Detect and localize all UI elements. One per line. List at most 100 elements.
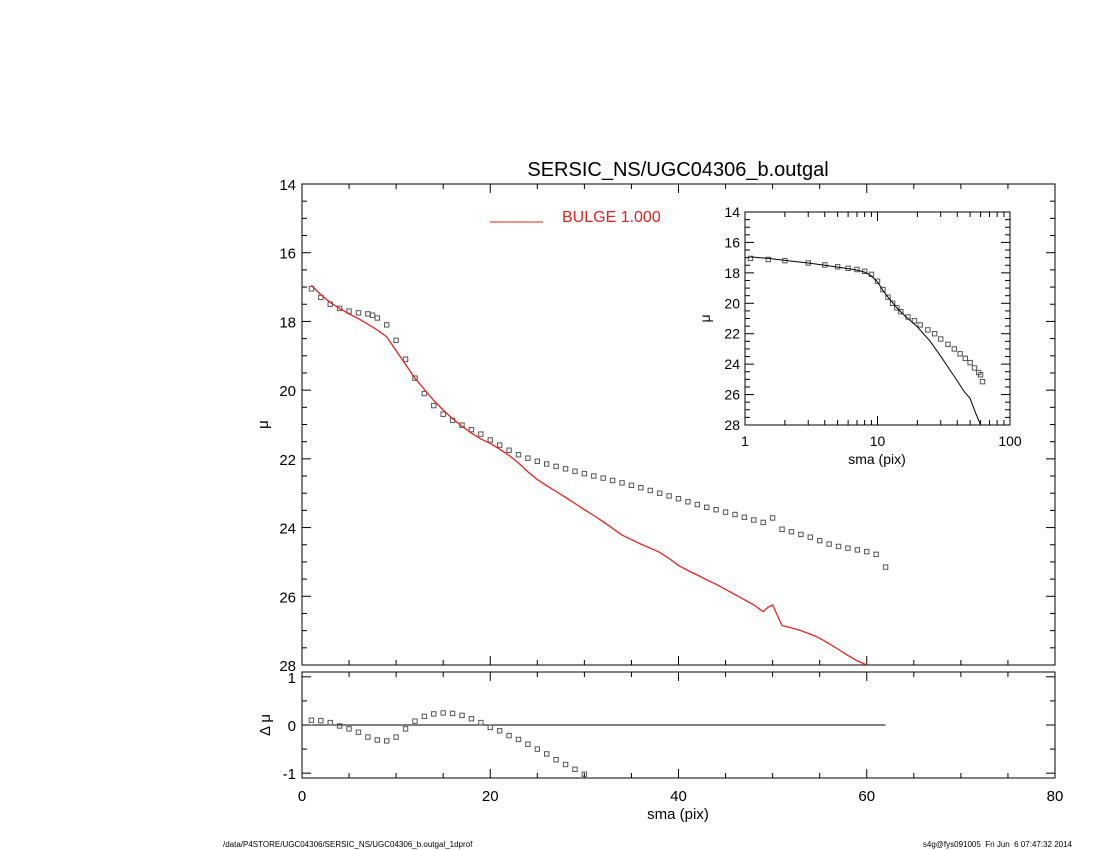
data-point: [545, 462, 549, 466]
data-point: [676, 497, 680, 501]
inset-data-point: [968, 360, 972, 364]
residual-point: [563, 762, 567, 766]
residual-point: [337, 724, 341, 728]
y-tick-label: 20: [279, 383, 296, 400]
data-point: [723, 510, 727, 514]
y-tick-label: 1: [288, 670, 296, 687]
residual-panel: 10-10 20 40 60 80sma (pix)Δ μ: [257, 670, 1063, 823]
data-point: [554, 464, 558, 468]
residual-point: [507, 733, 511, 737]
data-point: [799, 532, 803, 536]
residual-point: [422, 714, 426, 718]
inset-x-tick-label: 1: [741, 433, 749, 449]
data-point: [488, 438, 492, 442]
data-point: [601, 476, 605, 480]
residual-point: [347, 727, 351, 731]
data-point: [874, 552, 878, 556]
inset-data-point: [952, 347, 956, 351]
plot-area: [309, 711, 586, 777]
inset-y-tick-label: 24: [724, 356, 740, 372]
residual-point: [441, 711, 445, 715]
data-point: [394, 338, 398, 342]
residual-point: [432, 712, 436, 716]
data-point: [667, 494, 671, 498]
data-point: [808, 535, 812, 539]
plot-area: [748, 256, 984, 425]
data-point: [695, 502, 699, 506]
residual-point: [385, 739, 389, 743]
inset-y-tick-label: 26: [724, 387, 740, 403]
residual-point: [375, 738, 379, 742]
inset-y-tick-label: 14: [724, 204, 740, 220]
data-point: [827, 542, 831, 546]
data-point: [817, 538, 821, 542]
data-point: [705, 505, 709, 509]
data-point: [385, 323, 389, 327]
residual-point: [460, 713, 464, 717]
inset-data-point: [926, 328, 930, 332]
legend-label: BULGE 1.000: [562, 209, 661, 226]
data-point: [366, 312, 370, 316]
data-point: [573, 469, 577, 473]
data-point: [375, 316, 379, 320]
inset-data-point: [972, 366, 976, 370]
data-point: [526, 456, 530, 460]
x-axis-label: sma (pix): [647, 806, 709, 823]
residual-point: [488, 725, 492, 729]
data-point: [761, 520, 765, 524]
y-tick-label: 18: [279, 314, 296, 331]
data-point: [497, 443, 501, 447]
inset-data-point: [963, 356, 967, 360]
data-point: [479, 432, 483, 436]
y-tick-label: 14: [279, 177, 296, 194]
main-profile-panel: 14 16 18 20 22 24 26 28 SERSIC_NS/UGC04306_b.out…: [255, 159, 1055, 675]
inset-model-line: [751, 257, 981, 425]
data-markers-series: [309, 287, 888, 570]
residual-point: [526, 742, 530, 746]
data-point: [563, 467, 567, 471]
residual-point: [479, 720, 483, 724]
data-point: [648, 488, 652, 492]
data-point: [629, 483, 633, 487]
residual-point: [450, 711, 454, 715]
data-point: [507, 448, 511, 452]
data-point: [592, 474, 596, 478]
data-point: [865, 549, 869, 553]
data-point: [356, 311, 360, 315]
inset-y-tick-label: 22: [724, 326, 740, 342]
data-point: [370, 313, 374, 317]
inset-y-tick-label: 18: [724, 265, 740, 281]
inset-y-tick-label: 28: [724, 417, 740, 433]
data-point: [403, 357, 407, 361]
data-point: [733, 512, 737, 516]
y-axis-label: μ: [255, 420, 272, 429]
inset-log-panel: 14 16 18 20 22 24 26 281 10 100 sma (pix) μ: [697, 204, 1022, 467]
residual-point: [403, 727, 407, 731]
footer-file-path: /data/P4STORE/UGC04306/SERSIC_NS/UGC0430…: [223, 840, 472, 850]
axes-frame: [745, 212, 1010, 425]
data-point: [780, 527, 784, 531]
residual-point: [394, 735, 398, 739]
inset-data-point: [980, 379, 984, 383]
residual-point: [497, 729, 501, 733]
data-point: [657, 491, 661, 495]
data-point: [582, 471, 586, 475]
residual-point: [366, 735, 370, 739]
y-tick-label: -1: [283, 766, 296, 783]
plot-area: [309, 285, 888, 665]
residual-point: [328, 720, 332, 724]
y-axis-label: Δ μ: [257, 714, 274, 736]
inset-y-axis-label: μ: [697, 314, 713, 322]
y-tick-label: 24: [279, 521, 296, 538]
data-point: [516, 453, 520, 457]
inset-data-point: [946, 342, 950, 346]
data-point: [846, 546, 850, 550]
data-point: [752, 518, 756, 522]
x-tick-label: 40: [670, 788, 687, 805]
inset-data-point: [932, 332, 936, 336]
inset-y-tick-label: 16: [724, 234, 740, 250]
inset-data-point: [939, 337, 943, 341]
residual-point: [516, 737, 520, 741]
data-point: [714, 508, 718, 512]
